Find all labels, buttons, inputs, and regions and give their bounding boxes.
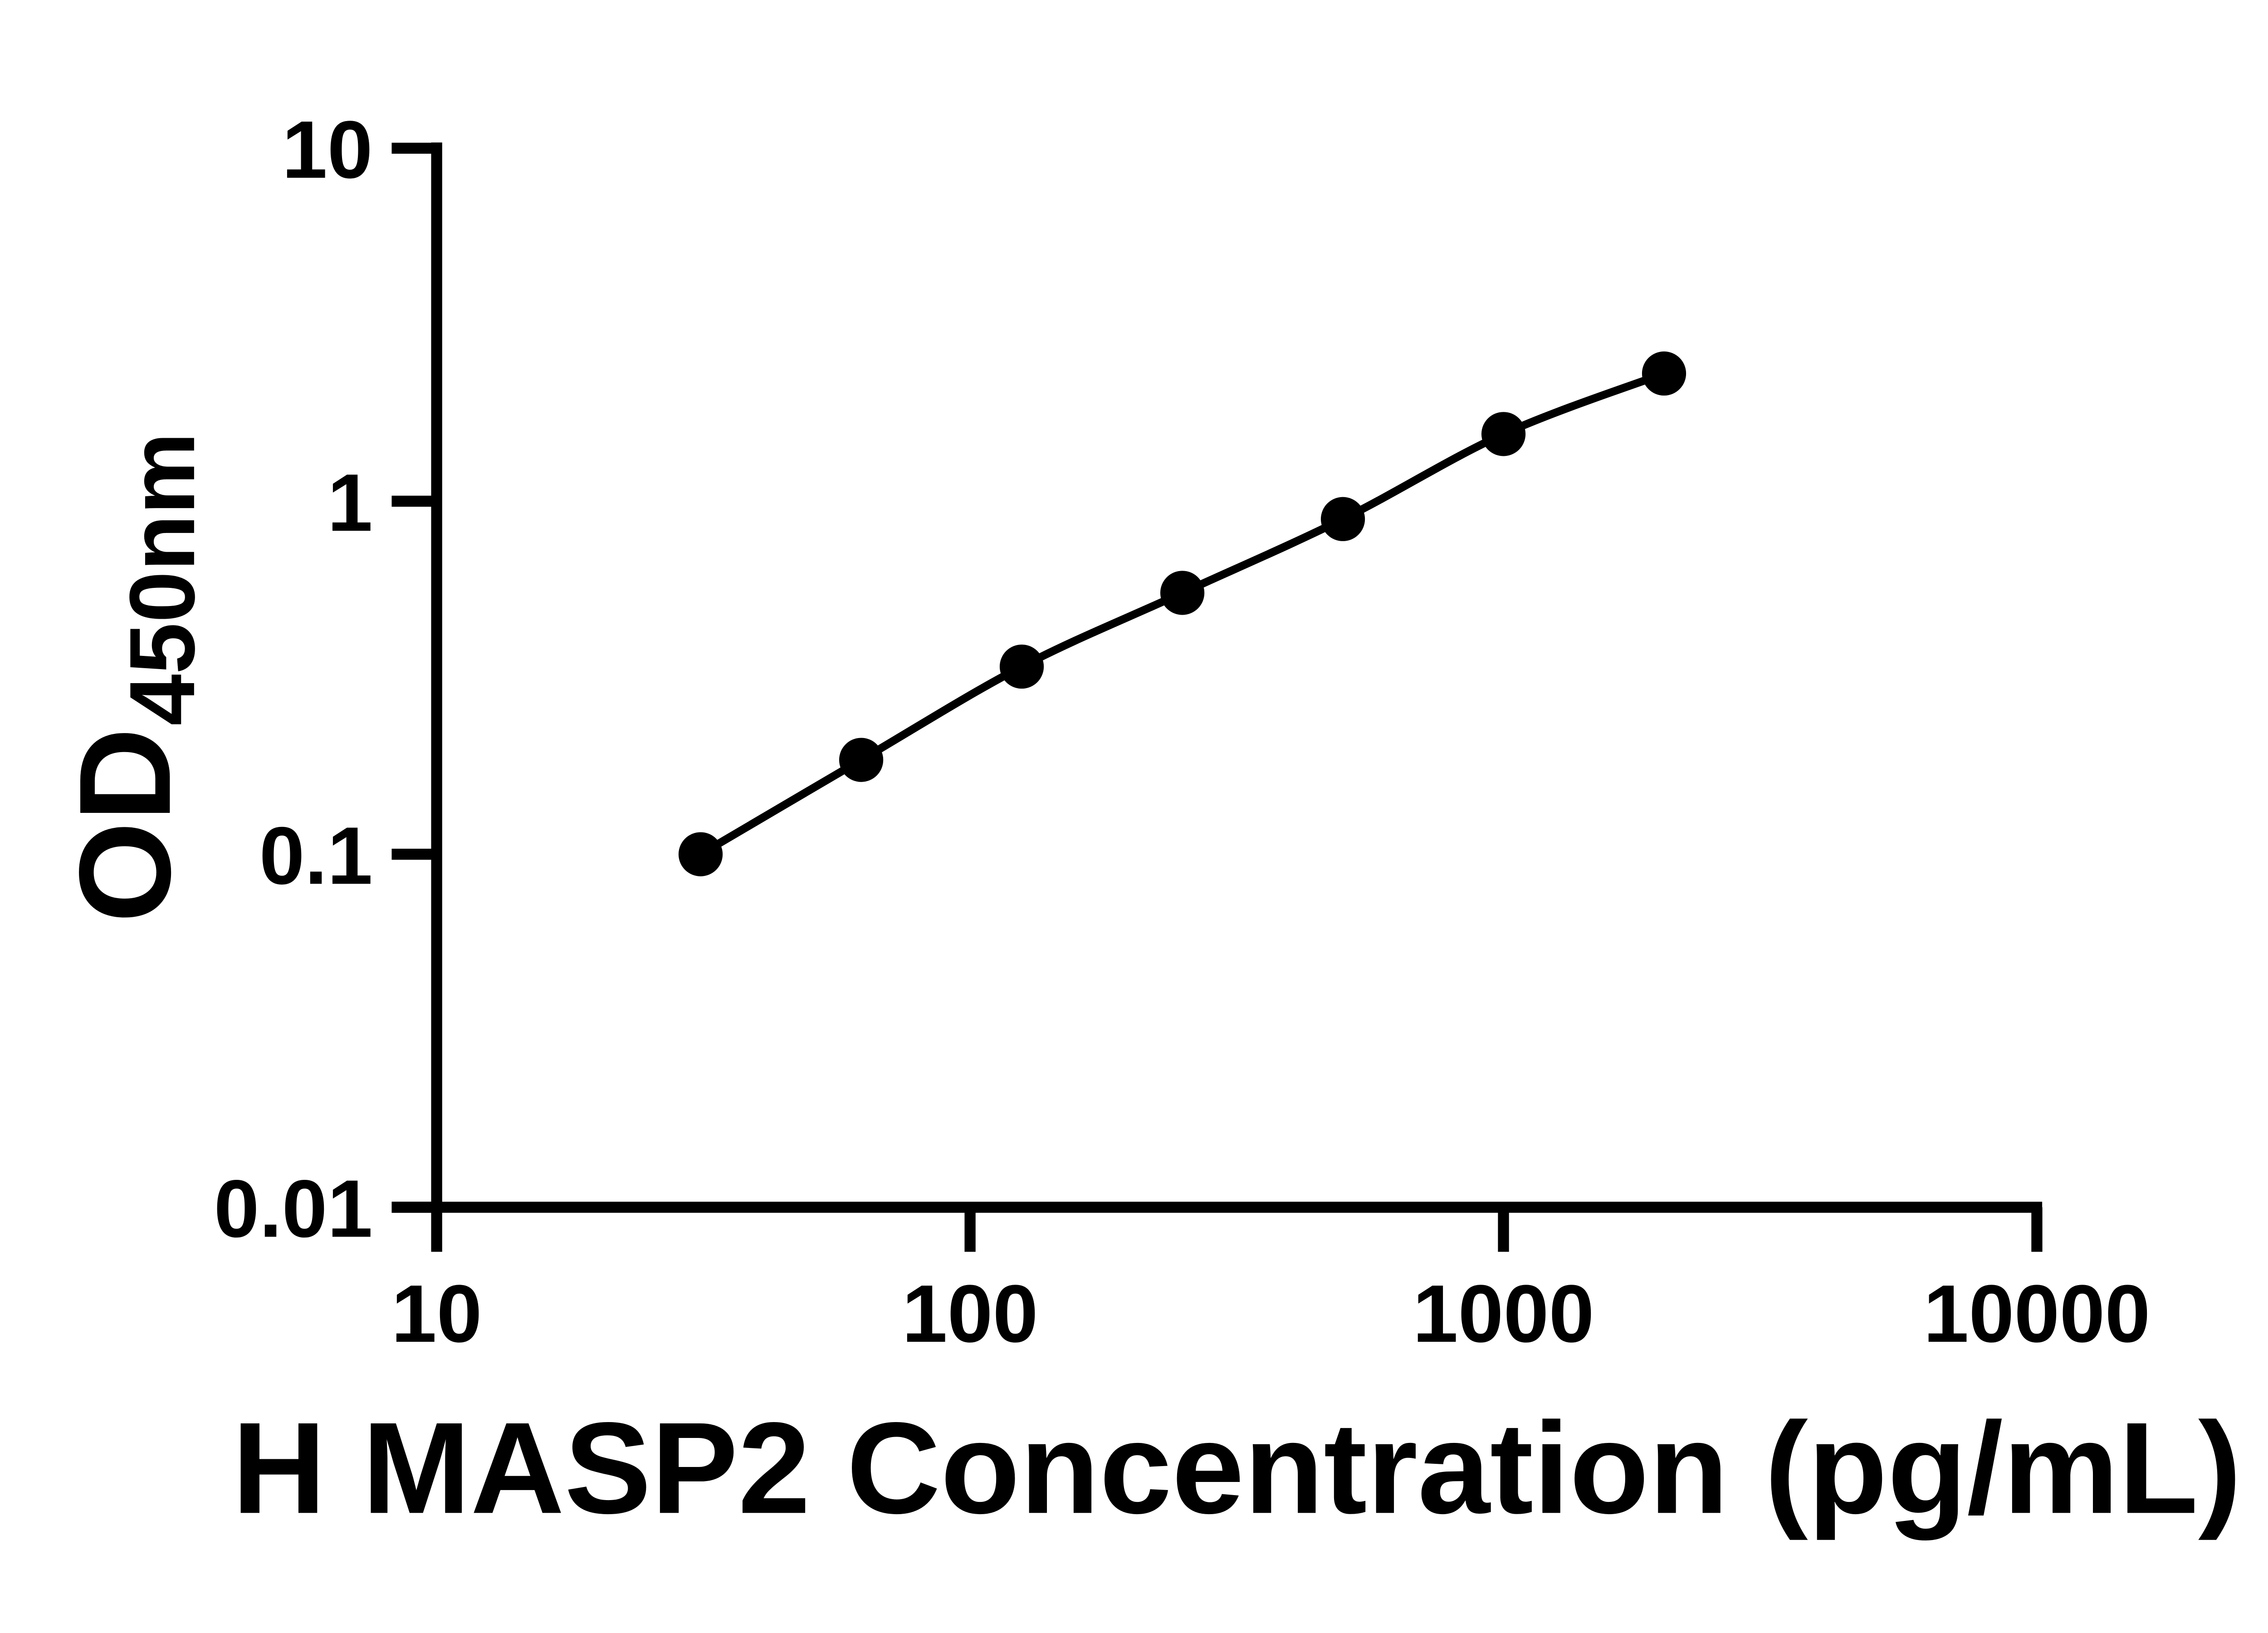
y-axis-title-main: OD: [52, 728, 197, 923]
y-axis-title: OD 450nm: [52, 432, 214, 923]
standard-curve-figure: 10000 1000 100 10 10 1 0.1 0.01 H MASP2 Concent…: [52, 104, 2242, 1542]
x-axis-title: H MASP2 Concentration (pg/mL): [232, 1395, 2241, 1541]
y-tick-label: 0.01: [214, 1164, 373, 1255]
x-tick-label: 10: [391, 1268, 482, 1359]
standard-curve-chart: 10000 1000 100 10 10 1 0.1 0.01 H MASP2 Concent…: [52, 104, 2242, 1542]
data-curve: [699, 370, 1666, 858]
y-tick-label: 1: [327, 457, 373, 548]
x-tick-label: 100: [902, 1268, 1038, 1359]
x-tick-label: 1000: [1413, 1268, 1594, 1359]
y-axis-title-subscript: 450nm: [111, 432, 214, 726]
y-tick-label: 10: [282, 104, 373, 196]
x-tick-label: 10000: [1923, 1268, 2150, 1359]
y-tick-label: 0.1: [259, 810, 373, 901]
